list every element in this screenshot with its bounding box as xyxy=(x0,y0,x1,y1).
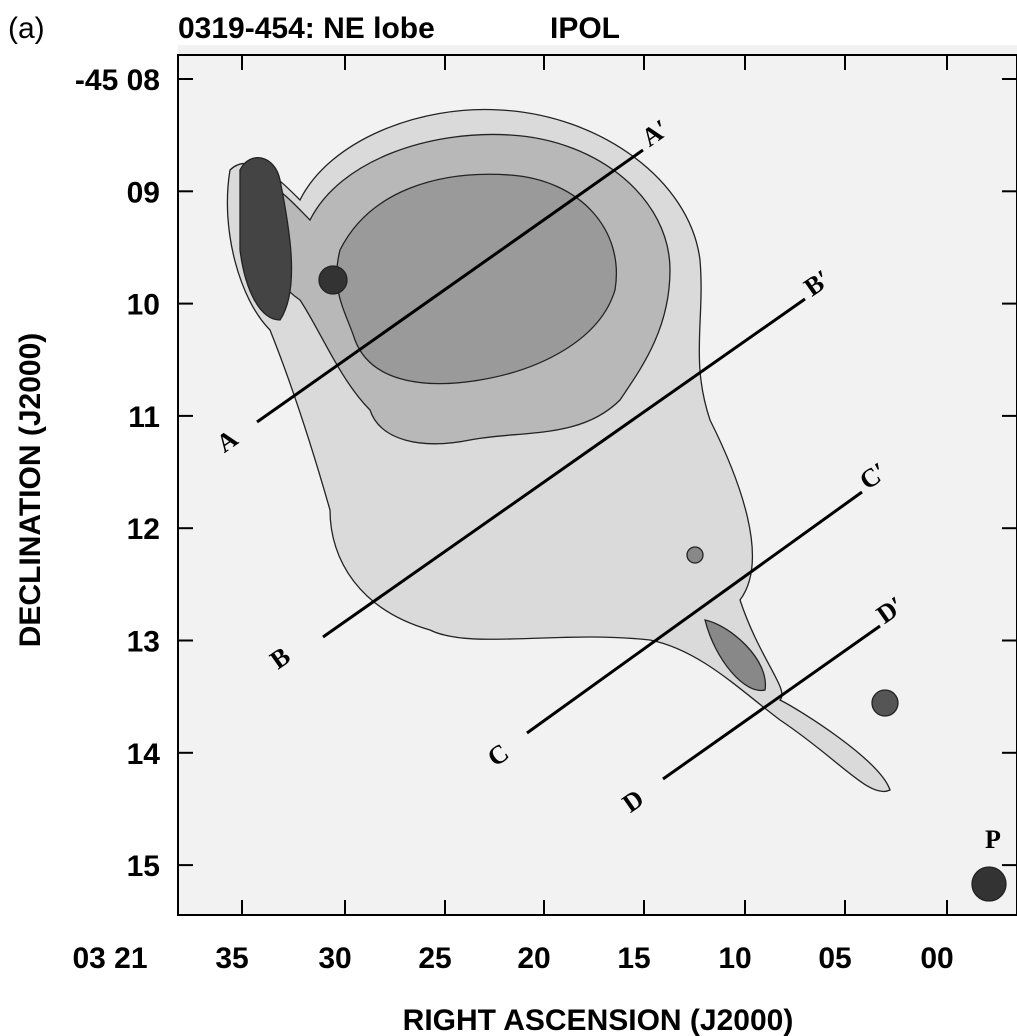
y-tick-label: -45 08 xyxy=(75,64,160,97)
y-tick-label: 13 xyxy=(127,626,160,659)
x-tick-label: 20 xyxy=(517,942,550,975)
source-label: P xyxy=(985,825,1001,854)
cut-line xyxy=(256,148,644,424)
x-tick-label: 25 xyxy=(418,942,451,975)
y-tick-label: 09 xyxy=(127,176,160,209)
x-tick-label: 00 xyxy=(920,942,953,975)
x-axis-label: RIGHT ASCENSION (J2000) xyxy=(403,1004,794,1036)
x-tick-label: 15 xyxy=(617,942,650,975)
x-tick-label: 03 21 xyxy=(72,942,147,975)
cut-line xyxy=(322,297,806,639)
cut-line xyxy=(526,490,863,735)
x-tick-label: 30 xyxy=(318,942,351,975)
y-axis-label: DECLINATION (J2000) xyxy=(14,333,47,648)
y-tick-label: 10 xyxy=(127,289,160,322)
cut-line xyxy=(662,624,881,781)
title: 0319-454: NE lobe xyxy=(178,12,435,45)
y-tick-label: 14 xyxy=(127,738,161,771)
y-tick-label: 11 xyxy=(128,401,160,434)
x-tick-label: 05 xyxy=(818,942,851,975)
axes-frame xyxy=(177,54,1017,916)
contours xyxy=(226,108,1007,902)
mode: IPOL xyxy=(550,12,620,45)
y-tick-label: 15 xyxy=(127,850,160,883)
panel-label: (a) xyxy=(8,12,45,45)
x-tick-label: 35 xyxy=(215,942,248,975)
x-tick-label: 10 xyxy=(718,942,751,975)
y-tick-label: 12 xyxy=(127,513,160,546)
